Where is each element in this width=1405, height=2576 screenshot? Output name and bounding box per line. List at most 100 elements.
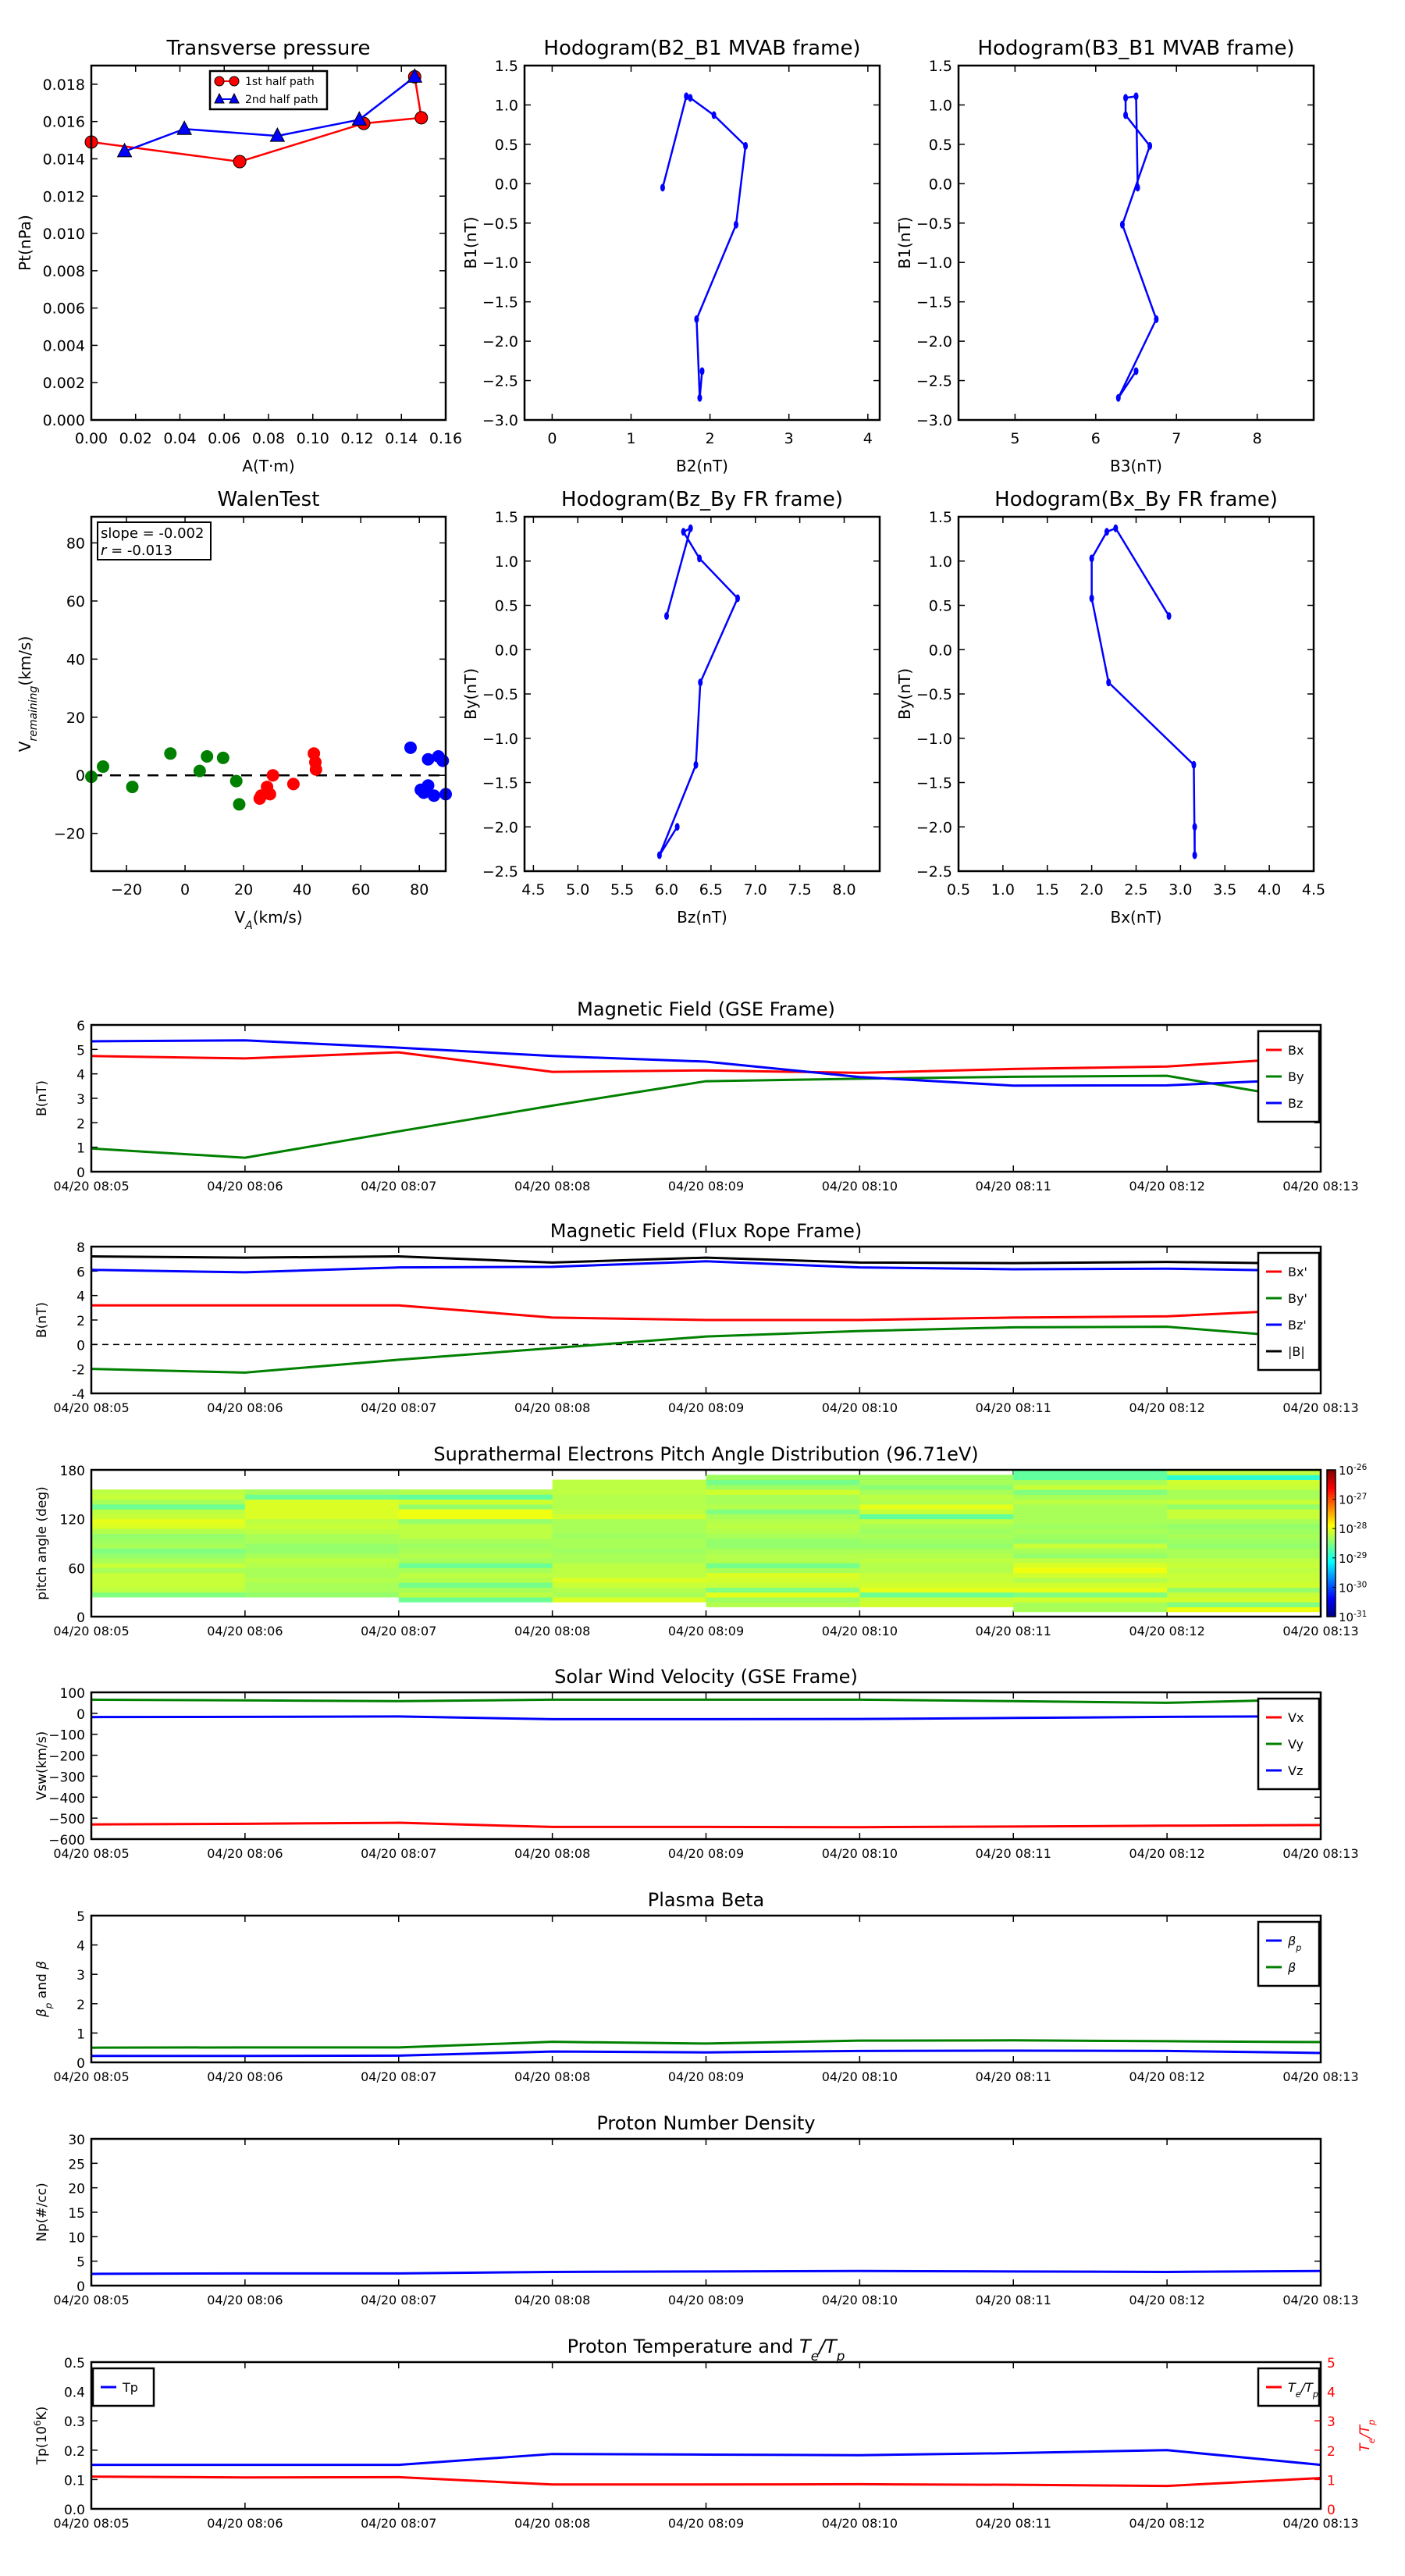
legend-marker [229, 76, 240, 87]
y-axis-label-right-part: T [1357, 2424, 1373, 2433]
data-point [1192, 851, 1197, 859]
x-tick-label: 0.00 [75, 430, 108, 447]
data-point [656, 851, 662, 859]
heatmap-cell [398, 1543, 553, 1549]
colorbar-segment [1327, 1543, 1336, 1546]
series-0 [85, 747, 246, 811]
heatmap-cell [552, 1577, 706, 1583]
colorbar-segment [1327, 1477, 1336, 1481]
heatmap-cell [1167, 1475, 1321, 1481]
heatmap-cell [1167, 1523, 1321, 1529]
x-tick-label: 7.5 [788, 881, 812, 898]
heatmap-cell [552, 1533, 706, 1539]
heatmap-cell [1013, 1538, 1168, 1544]
colorbar-segment [1327, 1528, 1336, 1532]
axes-frame [90, 1914, 1322, 2064]
x-tick-label: 04/20 08:11 [976, 1846, 1051, 1861]
y-tick-label: −2.0 [482, 819, 518, 836]
colorbar-segment [1327, 1589, 1336, 1593]
y-axis-label-part: K) [34, 2407, 50, 2421]
x-tick-label: 04/20 08:06 [207, 1846, 283, 1861]
chart-title-part: T [825, 2336, 838, 2357]
data-point [263, 788, 276, 801]
y-tick-label: −400 [48, 1791, 85, 1806]
x-tick-label: 40 [293, 881, 311, 898]
data-point [699, 367, 705, 375]
y-tick-label: 1 [76, 1141, 85, 1157]
y-axis-label: By(nT) [461, 668, 480, 720]
y-tick-label: 0 [76, 1338, 85, 1354]
chart-magnetic-field-flux-rope: Magnetic Field (Flux Rope Frame) 04/20 08… [34, 1220, 1359, 1415]
chart-hodogram-b2-b1: Hodogram(B2_B1 MVAB frame) 0 1 2 3 4 −3.0 −2.5 −… [461, 37, 881, 475]
x-tick-label: 3 [784, 430, 794, 447]
heatmap-cell [1167, 1470, 1321, 1475]
colorbar-label-part: 10 [1339, 1581, 1353, 1595]
colorbar-segment [1327, 1592, 1336, 1596]
axes-frame [957, 515, 1315, 873]
x-tick-label: 4.5 [521, 881, 545, 898]
slope-text: slope = -0.002 [101, 525, 204, 542]
y-axis-label-right-part: e [1366, 2438, 1377, 2443]
heatmap-cell [706, 1543, 860, 1549]
colorbar-label-part: 10 [1339, 1610, 1353, 1624]
series-line [91, 1255, 1321, 1265]
heatmap-cell [91, 1538, 246, 1544]
heatmap-cell [1013, 1514, 1168, 1520]
series-line [91, 2475, 1321, 2488]
x-tick-label: 0.04 [163, 430, 196, 447]
heatmap-cell [859, 1503, 1014, 1510]
y-axis-label-part: β [34, 1961, 50, 1970]
heatmap-cell [1013, 1563, 1168, 1568]
x-tick-label: 04/20 08:08 [514, 2293, 590, 2307]
colorbar-segment [1327, 1587, 1336, 1591]
colorbar-segment [1327, 1604, 1336, 1607]
heatmap-cell [552, 1518, 706, 1525]
colorbar-segment [1327, 1533, 1336, 1537]
x-tick-label: 04/20 08:11 [976, 2069, 1051, 2084]
data-point [711, 111, 717, 119]
axes-frame [957, 64, 1315, 422]
heatmap-cell [1013, 1528, 1168, 1534]
y-tick-label: 0 [76, 1610, 85, 1626]
data-point [351, 111, 368, 126]
heatmap-cell [552, 1479, 706, 1485]
heatmap-cell [552, 1587, 706, 1593]
y-tick-label: −0.5 [482, 215, 518, 233]
heatmap-cell [859, 1514, 1014, 1520]
y-tick-label: 0.3 [64, 2414, 85, 2430]
axes-frame [90, 1691, 1322, 1841]
heatmap-cell [244, 1514, 400, 1520]
legend: 1st half path 2nd half path [208, 69, 329, 111]
series-0 [1089, 524, 1197, 859]
data-point [97, 760, 110, 774]
legend-marker [229, 92, 240, 104]
y-axis-label-right-part: / [1357, 2432, 1373, 2439]
heatmap-cell [398, 1587, 553, 1593]
colorbar-segment [1327, 1484, 1336, 1488]
heatmap-cell [398, 1567, 553, 1574]
heatmap-cell [1013, 1577, 1168, 1583]
y-tick-label: 3 [76, 1092, 85, 1108]
colorbar-label-part: -30 [1353, 1580, 1367, 1589]
heatmap-cell [552, 1509, 706, 1514]
data-point [1089, 554, 1094, 563]
x-tick-label: 04/20 08:11 [976, 1179, 1051, 1194]
y-tick-label: −20 [54, 826, 85, 843]
y-tick-label: −0.5 [916, 215, 952, 233]
heatmap-cell [1167, 1557, 1321, 1564]
y-axis-label-part: (km/s) [16, 636, 34, 686]
heatmap-cell [706, 1548, 860, 1554]
y-axis-label: B(nT) [34, 1302, 50, 1338]
heatmap-cell [1013, 1494, 1168, 1500]
heatmap-cell [552, 1592, 706, 1598]
x-tick-label: 2.0 [1080, 881, 1104, 898]
colorbar-label-part: -28 [1353, 1521, 1367, 1531]
heatmap-cell [1167, 1563, 1321, 1568]
x-tick-label: 04/20 08:08 [514, 1846, 590, 1861]
colorbar-segment [1327, 1582, 1336, 1585]
heatmap-cell [244, 1563, 400, 1568]
legend-label: 1st half path [245, 76, 315, 88]
heatmap-cell [1013, 1572, 1168, 1578]
heatmap-cell [1167, 1596, 1321, 1603]
